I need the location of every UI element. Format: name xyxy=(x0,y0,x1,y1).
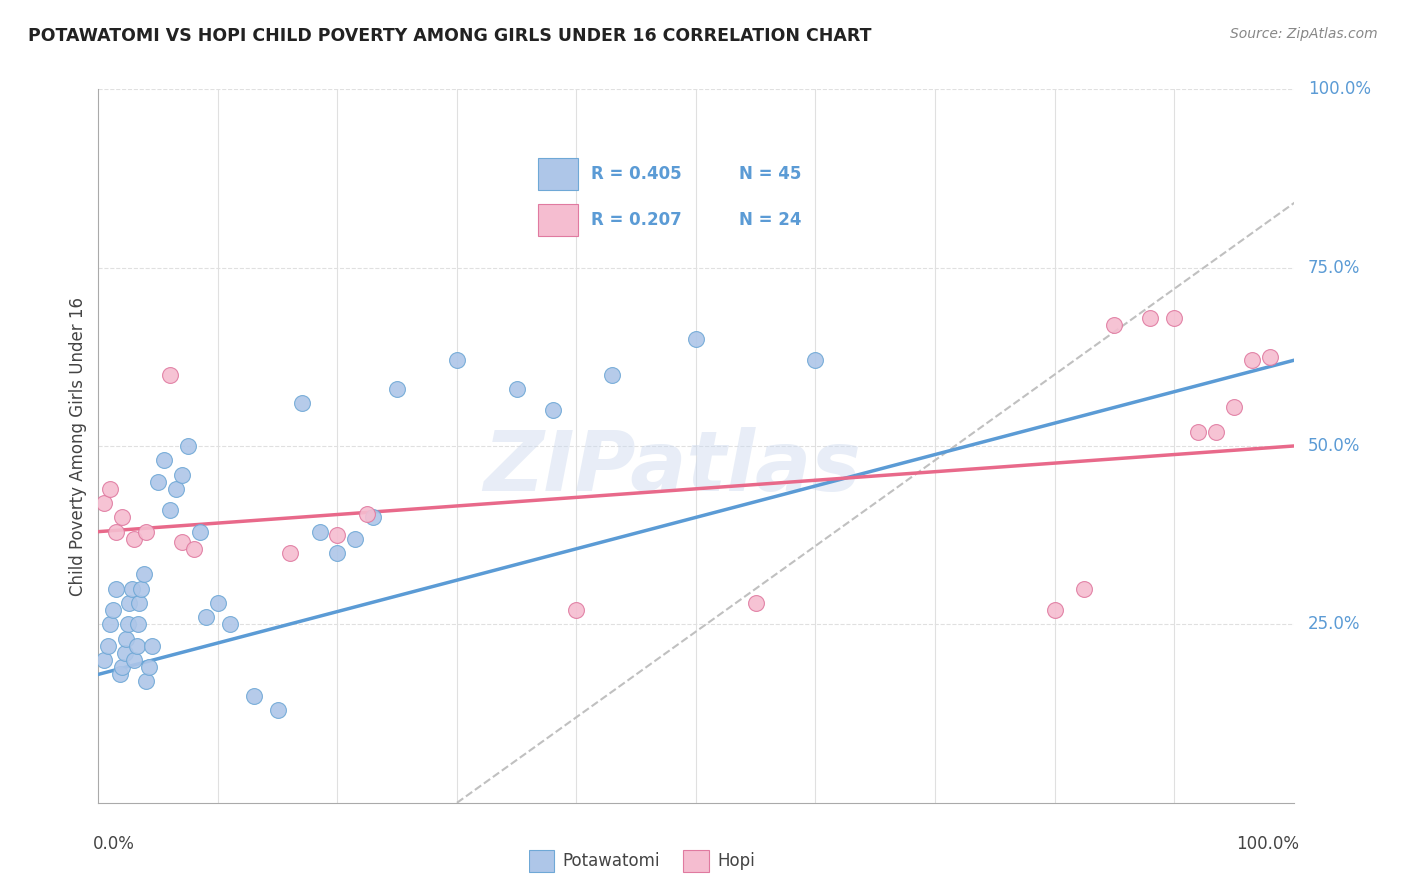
Point xyxy=(565,603,588,617)
Point xyxy=(326,546,349,560)
Text: N = 24: N = 24 xyxy=(740,211,801,228)
Point xyxy=(363,510,385,524)
Point xyxy=(93,653,115,667)
Point xyxy=(165,482,187,496)
Text: Potawatomi: Potawatomi xyxy=(562,852,659,870)
Point xyxy=(1187,425,1209,439)
Text: 0.0%: 0.0% xyxy=(93,835,135,853)
Point xyxy=(135,524,157,539)
Point xyxy=(1043,603,1066,617)
Point xyxy=(194,610,217,624)
Point xyxy=(219,617,242,632)
Point xyxy=(108,667,131,681)
Point xyxy=(159,368,181,382)
Point xyxy=(326,528,349,542)
Bar xyxy=(529,849,554,872)
Point xyxy=(177,439,200,453)
Point xyxy=(138,660,160,674)
Point xyxy=(207,596,229,610)
Point xyxy=(105,524,128,539)
Point xyxy=(125,639,148,653)
Point xyxy=(153,453,176,467)
Text: ZIPatlas: ZIPatlas xyxy=(484,427,860,508)
Point xyxy=(188,524,211,539)
Point xyxy=(132,567,155,582)
Point xyxy=(183,542,205,557)
Point xyxy=(243,689,266,703)
Point xyxy=(159,503,181,517)
Point xyxy=(141,639,163,653)
Point xyxy=(1102,318,1125,332)
Point xyxy=(128,596,150,610)
Point xyxy=(1205,425,1227,439)
Text: 75.0%: 75.0% xyxy=(1308,259,1360,277)
Point xyxy=(506,382,529,396)
Point xyxy=(124,532,146,546)
Bar xyxy=(683,849,709,872)
Point xyxy=(308,524,330,539)
Point xyxy=(172,535,194,549)
Point xyxy=(93,496,115,510)
Text: POTAWATOMI VS HOPI CHILD POVERTY AMONG GIRLS UNDER 16 CORRELATION CHART: POTAWATOMI VS HOPI CHILD POVERTY AMONG G… xyxy=(28,27,872,45)
Point xyxy=(172,467,194,482)
Point xyxy=(1222,400,1246,414)
Point xyxy=(745,596,768,610)
Point xyxy=(135,674,157,689)
Point xyxy=(131,582,153,596)
Point xyxy=(267,703,290,717)
Bar xyxy=(538,158,578,190)
Point xyxy=(111,660,134,674)
Text: 100.0%: 100.0% xyxy=(1308,80,1371,98)
Point xyxy=(278,546,301,560)
Text: 25.0%: 25.0% xyxy=(1308,615,1361,633)
Point xyxy=(385,382,409,396)
Point xyxy=(127,617,149,632)
Point xyxy=(685,332,707,346)
Text: Hopi: Hopi xyxy=(717,852,755,870)
Point xyxy=(98,617,122,632)
Text: N = 45: N = 45 xyxy=(740,165,801,183)
Point xyxy=(124,653,146,667)
Text: R = 0.405: R = 0.405 xyxy=(591,165,681,183)
Point xyxy=(804,353,827,368)
Text: 100.0%: 100.0% xyxy=(1236,835,1299,853)
Point xyxy=(290,396,312,410)
Point xyxy=(446,353,468,368)
Text: Source: ZipAtlas.com: Source: ZipAtlas.com xyxy=(1230,27,1378,41)
Point xyxy=(1163,310,1185,325)
Point xyxy=(98,482,122,496)
Point xyxy=(115,632,138,646)
Point xyxy=(344,532,367,546)
Point xyxy=(356,507,378,521)
Point xyxy=(101,603,124,617)
Text: R = 0.207: R = 0.207 xyxy=(591,211,682,228)
Point xyxy=(105,582,128,596)
Point xyxy=(1073,582,1095,596)
Y-axis label: Child Poverty Among Girls Under 16: Child Poverty Among Girls Under 16 xyxy=(69,296,87,596)
Bar xyxy=(538,204,578,236)
Text: 50.0%: 50.0% xyxy=(1308,437,1360,455)
Point xyxy=(1240,353,1263,368)
Point xyxy=(111,510,134,524)
Point xyxy=(1258,350,1281,364)
Point xyxy=(121,582,143,596)
Point xyxy=(600,368,623,382)
Point xyxy=(118,596,141,610)
Point xyxy=(541,403,564,417)
Point xyxy=(1139,310,1161,325)
Point xyxy=(114,646,136,660)
Point xyxy=(97,639,120,653)
Point xyxy=(117,617,139,632)
Point xyxy=(148,475,170,489)
